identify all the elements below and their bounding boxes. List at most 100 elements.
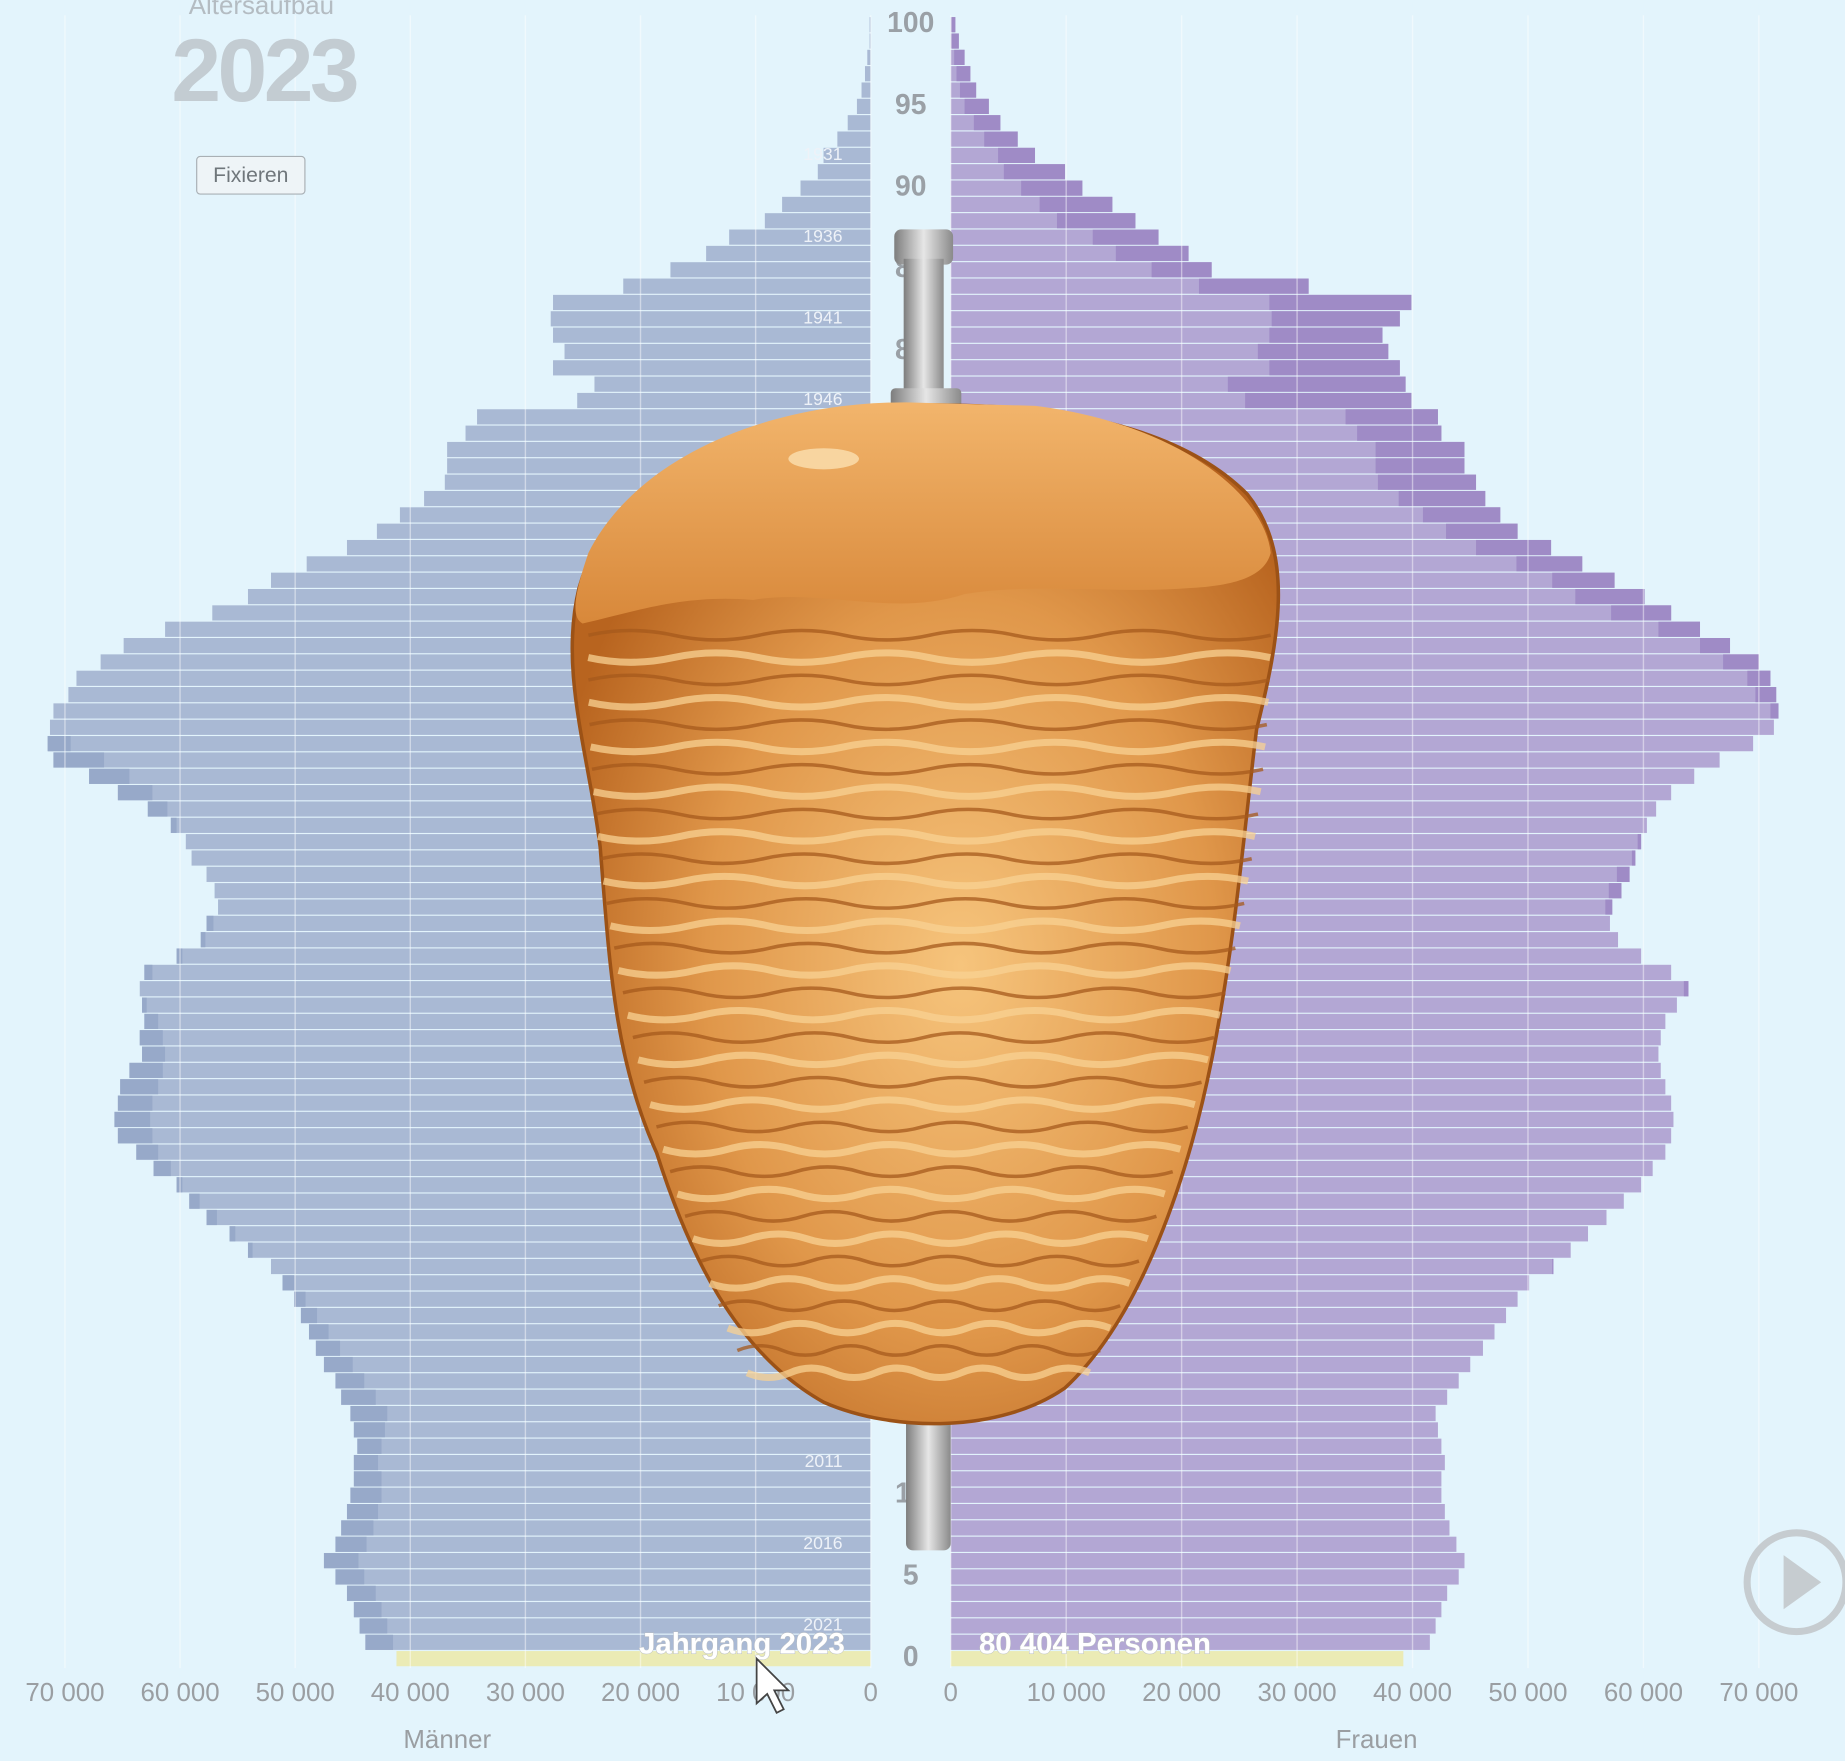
- play-icon[interactable]: [1783, 1555, 1822, 1610]
- female-bar: [950, 262, 1212, 278]
- male-bar: [577, 392, 871, 409]
- female-surplus: [1637, 834, 1642, 850]
- spit-cap: [894, 229, 954, 265]
- male-surplus: [176, 1177, 183, 1193]
- meat-slice: [649, 1096, 1196, 1113]
- male-bar: [864, 66, 871, 82]
- male-surplus: [353, 1454, 379, 1471]
- male-surplus: [357, 1438, 382, 1454]
- meat-slice: [589, 718, 1268, 732]
- male-bar: [315, 1340, 871, 1356]
- meat-slice: [669, 1165, 1174, 1179]
- female-surplus: [1552, 572, 1615, 588]
- female-bar: [950, 1438, 1442, 1454]
- meat-slice: [718, 1299, 1121, 1313]
- male-surplus: [206, 915, 214, 931]
- male-bar: [670, 262, 871, 278]
- birth-year-label: 1936: [803, 226, 842, 246]
- female-surplus: [1552, 1258, 1554, 1275]
- female-surplus: [1092, 229, 1159, 245]
- birth-year-label: 1941: [803, 307, 842, 327]
- male-surplus: [142, 997, 147, 1013]
- birth-year-label: 2021: [803, 1615, 842, 1635]
- kebab-top: [575, 402, 1271, 624]
- meat-slice: [587, 649, 1271, 666]
- male-surplus: [117, 1128, 153, 1144]
- x-axis-title-left: Männer: [403, 1726, 491, 1754]
- male-bar: [341, 1520, 871, 1536]
- male-surplus: [335, 1373, 365, 1389]
- male-bar: [782, 196, 871, 213]
- male-surplus: [365, 1634, 394, 1650]
- y-tick-label: 0: [903, 1640, 919, 1672]
- male-bar: [869, 17, 871, 33]
- male-bar: [323, 1553, 871, 1569]
- male-surplus: [294, 1291, 306, 1307]
- female-surplus: [1357, 425, 1442, 441]
- male-bar: [353, 1422, 871, 1438]
- male-surplus: [323, 1553, 359, 1569]
- female-surplus: [1257, 343, 1389, 360]
- play-circle[interactable]: [1743, 1529, 1845, 1636]
- male-bar: [764, 213, 871, 229]
- meat-slice: [736, 1343, 1101, 1357]
- female-surplus: [951, 17, 956, 33]
- meat-slice: [587, 673, 1270, 687]
- female-surplus: [973, 115, 1001, 131]
- female-surplus: [1021, 180, 1083, 196]
- male-bar: [357, 1438, 871, 1454]
- meat-slices: [587, 628, 1272, 1382]
- male-bar: [706, 245, 871, 262]
- male-bar: [817, 164, 871, 180]
- female-surplus: [1271, 311, 1400, 327]
- meat-slice: [637, 1051, 1209, 1069]
- fix-button[interactable]: Fixieren: [196, 155, 306, 195]
- highlight-label: Jahrgang 2023: [639, 1627, 845, 1660]
- male-surplus: [350, 1487, 382, 1503]
- male-surplus: [359, 1618, 388, 1634]
- female-bar: [950, 1405, 1436, 1422]
- female-surplus: [1227, 376, 1406, 392]
- play-button[interactable]: [1743, 1529, 1845, 1636]
- male-surplus: [247, 1242, 253, 1258]
- x-tick-label-right: 10 000: [1027, 1679, 1106, 1707]
- page-title: Altersaufbau: [189, 0, 334, 20]
- button-label[interactable]: Fixieren: [213, 164, 288, 187]
- female-bar: [950, 1602, 1442, 1618]
- female-bar: [950, 1553, 1465, 1569]
- male-bar: [335, 1536, 871, 1552]
- male-bar: [396, 1651, 871, 1667]
- mouse-cursor: [755, 1656, 791, 1714]
- male-surplus: [176, 948, 183, 964]
- meat-slice: [606, 896, 1245, 910]
- male-surplus: [147, 801, 168, 817]
- male-surplus: [308, 1324, 329, 1340]
- female-surplus: [1755, 687, 1777, 703]
- female-surplus: [1611, 605, 1672, 621]
- male-surplus: [353, 1422, 385, 1438]
- x-tick-label-left: 60 000: [141, 1679, 220, 1707]
- female-surplus: [984, 131, 1018, 147]
- female-surplus: [1003, 164, 1066, 180]
- male-bar: [861, 82, 871, 98]
- meat-slice: [609, 917, 1241, 934]
- male-surplus: [47, 736, 71, 752]
- female-surplus: [1446, 523, 1518, 539]
- meat-slice: [588, 694, 1270, 711]
- male-bar: [341, 1389, 871, 1405]
- button-frame[interactable]: [196, 155, 306, 195]
- male-surplus: [350, 1405, 388, 1422]
- male-surplus: [353, 1471, 382, 1487]
- x-tick-label-right: 20 000: [1142, 1679, 1221, 1707]
- x-tick-label-left: 10 000: [716, 1679, 795, 1707]
- female-bar: [950, 1471, 1442, 1487]
- male-surplus: [144, 1013, 159, 1030]
- male-surplus: [229, 1226, 236, 1242]
- male-surplus: [129, 1062, 163, 1079]
- male-surplus: [341, 1389, 376, 1405]
- female-surplus: [1269, 294, 1412, 311]
- male-bar: [594, 376, 871, 392]
- male-bar: [867, 49, 871, 65]
- female-surplus: [998, 147, 1036, 164]
